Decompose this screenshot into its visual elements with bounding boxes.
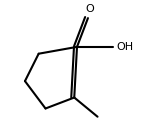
Text: O: O xyxy=(85,4,94,14)
Text: OH: OH xyxy=(117,42,134,52)
